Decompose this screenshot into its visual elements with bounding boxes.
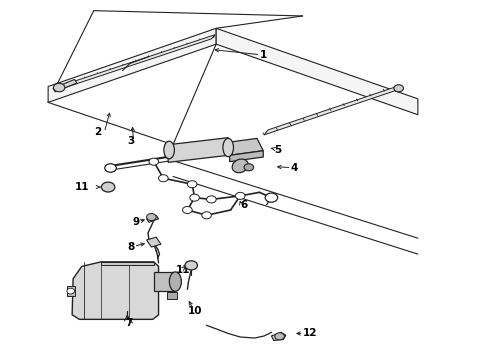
Text: 9: 9 xyxy=(132,217,139,227)
Circle shape xyxy=(394,85,403,92)
Circle shape xyxy=(190,194,199,201)
Text: 12: 12 xyxy=(303,328,317,338)
Polygon shape xyxy=(58,35,215,90)
Polygon shape xyxy=(264,86,398,135)
Text: 10: 10 xyxy=(187,306,202,315)
Circle shape xyxy=(235,192,245,199)
Circle shape xyxy=(183,207,192,213)
Circle shape xyxy=(147,213,156,221)
Circle shape xyxy=(185,261,197,270)
Polygon shape xyxy=(147,237,161,247)
Circle shape xyxy=(101,182,115,192)
Polygon shape xyxy=(168,138,228,162)
Circle shape xyxy=(159,175,168,182)
Polygon shape xyxy=(67,286,74,296)
Circle shape xyxy=(244,164,254,171)
Ellipse shape xyxy=(170,272,181,291)
Circle shape xyxy=(202,212,211,219)
Circle shape xyxy=(53,83,65,92)
Text: 2: 2 xyxy=(94,127,101,138)
Text: 11: 11 xyxy=(175,265,190,275)
Circle shape xyxy=(105,164,116,172)
Polygon shape xyxy=(53,80,77,92)
Polygon shape xyxy=(223,138,263,155)
Polygon shape xyxy=(230,151,263,162)
Polygon shape xyxy=(271,332,286,341)
Polygon shape xyxy=(101,262,154,265)
Polygon shape xyxy=(167,292,177,299)
Text: 3: 3 xyxy=(127,136,135,146)
Text: 7: 7 xyxy=(125,318,132,328)
Text: 8: 8 xyxy=(127,242,135,252)
Circle shape xyxy=(67,288,74,294)
Text: 1: 1 xyxy=(259,50,267,60)
Polygon shape xyxy=(154,272,175,291)
Circle shape xyxy=(187,181,197,188)
Polygon shape xyxy=(216,28,418,115)
Ellipse shape xyxy=(232,159,248,173)
Ellipse shape xyxy=(223,138,233,157)
Circle shape xyxy=(149,158,159,165)
Text: 4: 4 xyxy=(291,163,298,173)
Text: 6: 6 xyxy=(240,200,247,210)
Text: 11: 11 xyxy=(74,182,89,192)
Polygon shape xyxy=(48,28,216,102)
Polygon shape xyxy=(147,215,159,222)
Circle shape xyxy=(207,196,216,203)
Polygon shape xyxy=(72,262,159,319)
Circle shape xyxy=(275,333,284,340)
Ellipse shape xyxy=(164,141,174,159)
Circle shape xyxy=(265,193,278,202)
Text: 5: 5 xyxy=(274,145,281,155)
